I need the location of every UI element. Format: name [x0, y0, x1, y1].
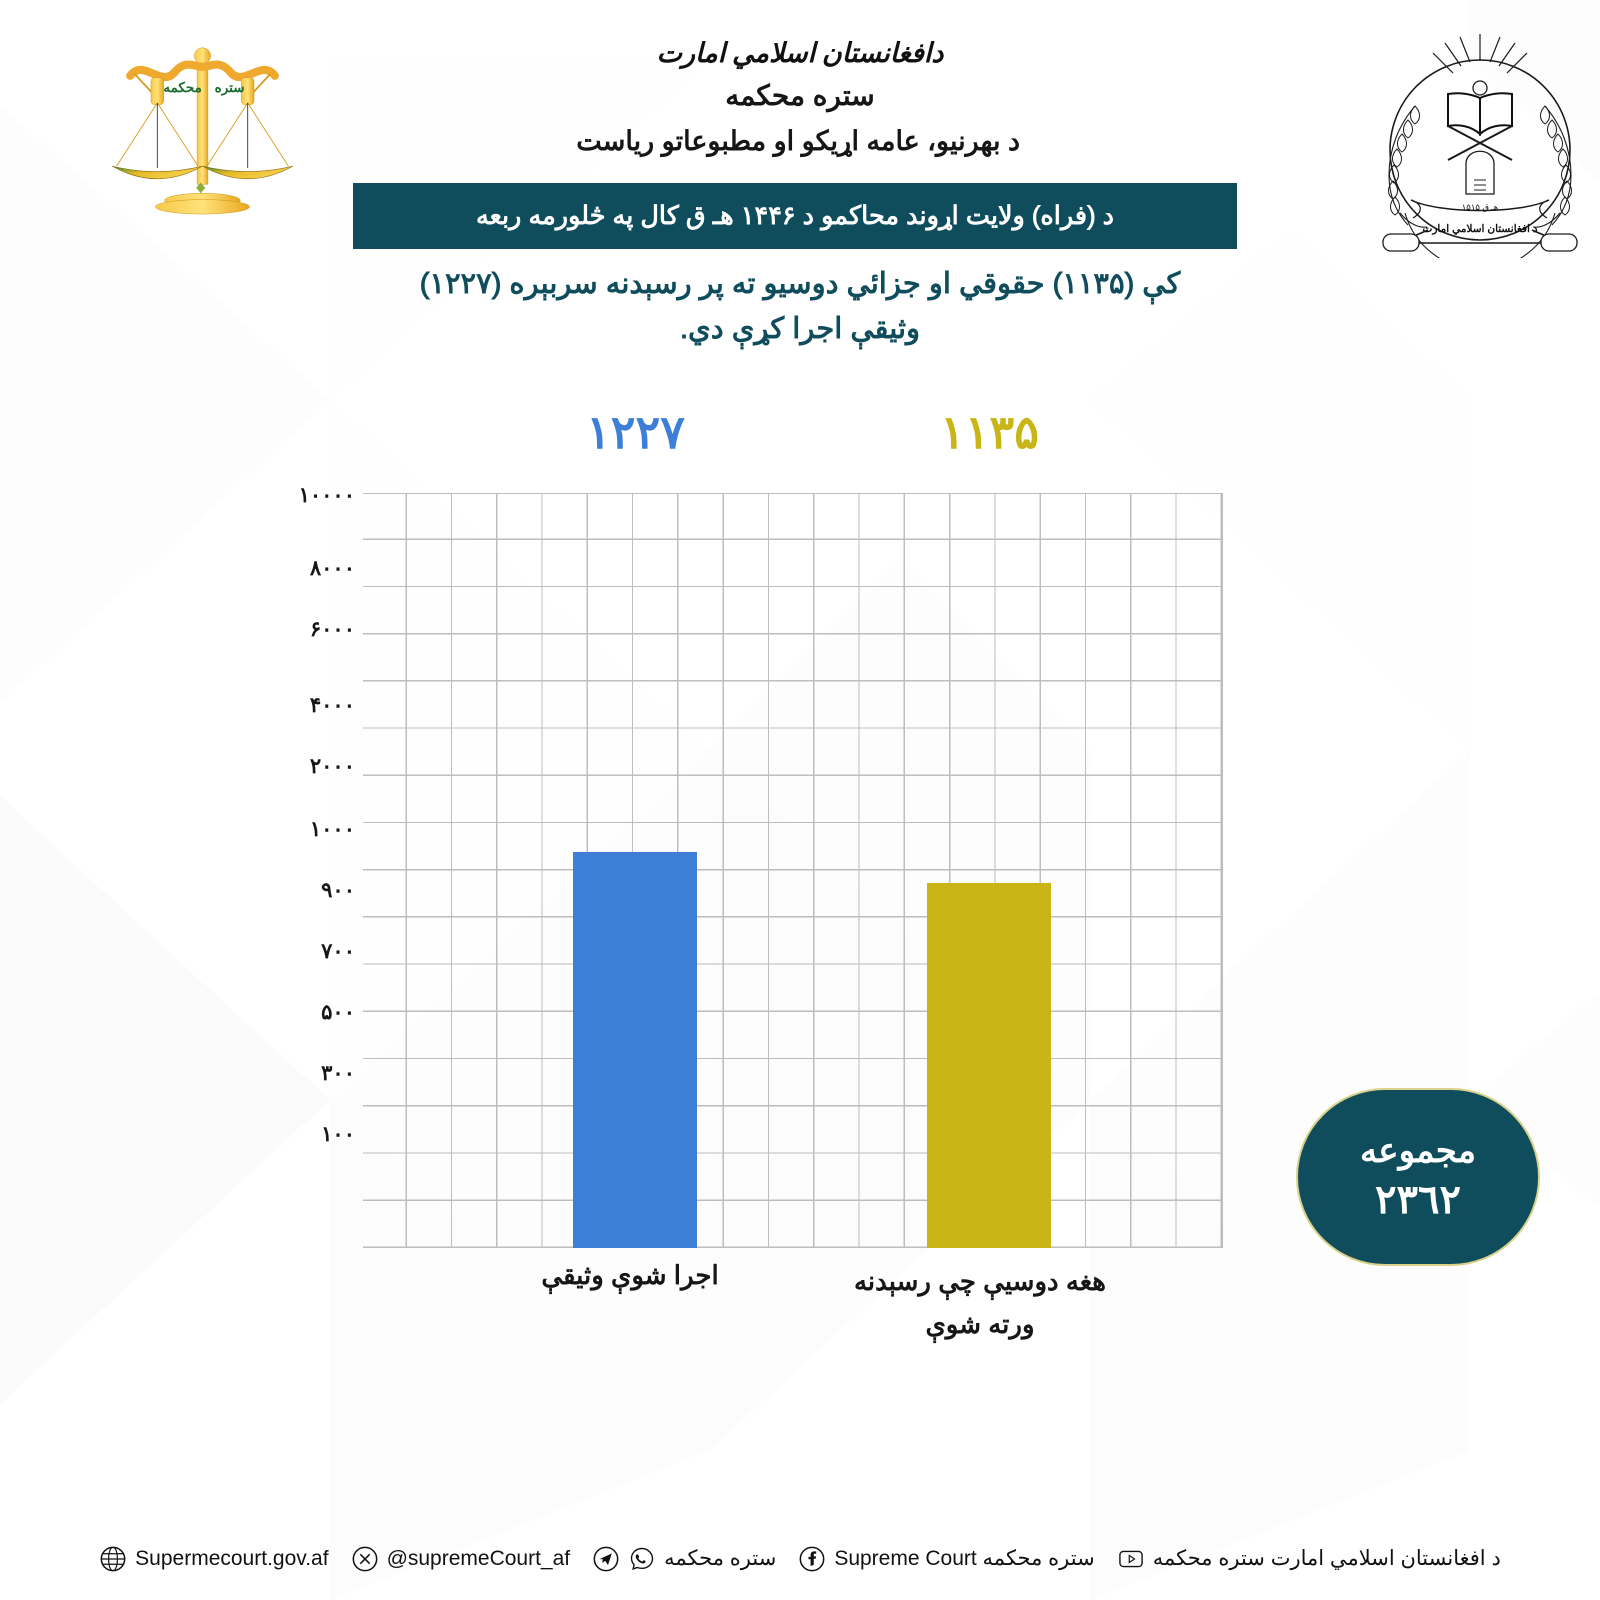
- svg-text:هـ ق ۱۵۱۵: هـ ق ۱۵۱۵: [1462, 202, 1499, 212]
- svg-text:ستره: ستره: [215, 80, 245, 96]
- svg-text:محکمه: محکمه: [163, 80, 202, 95]
- svg-text:د افغانستان اسلامي امارت: د افغانستان اسلامي امارت: [1422, 223, 1537, 236]
